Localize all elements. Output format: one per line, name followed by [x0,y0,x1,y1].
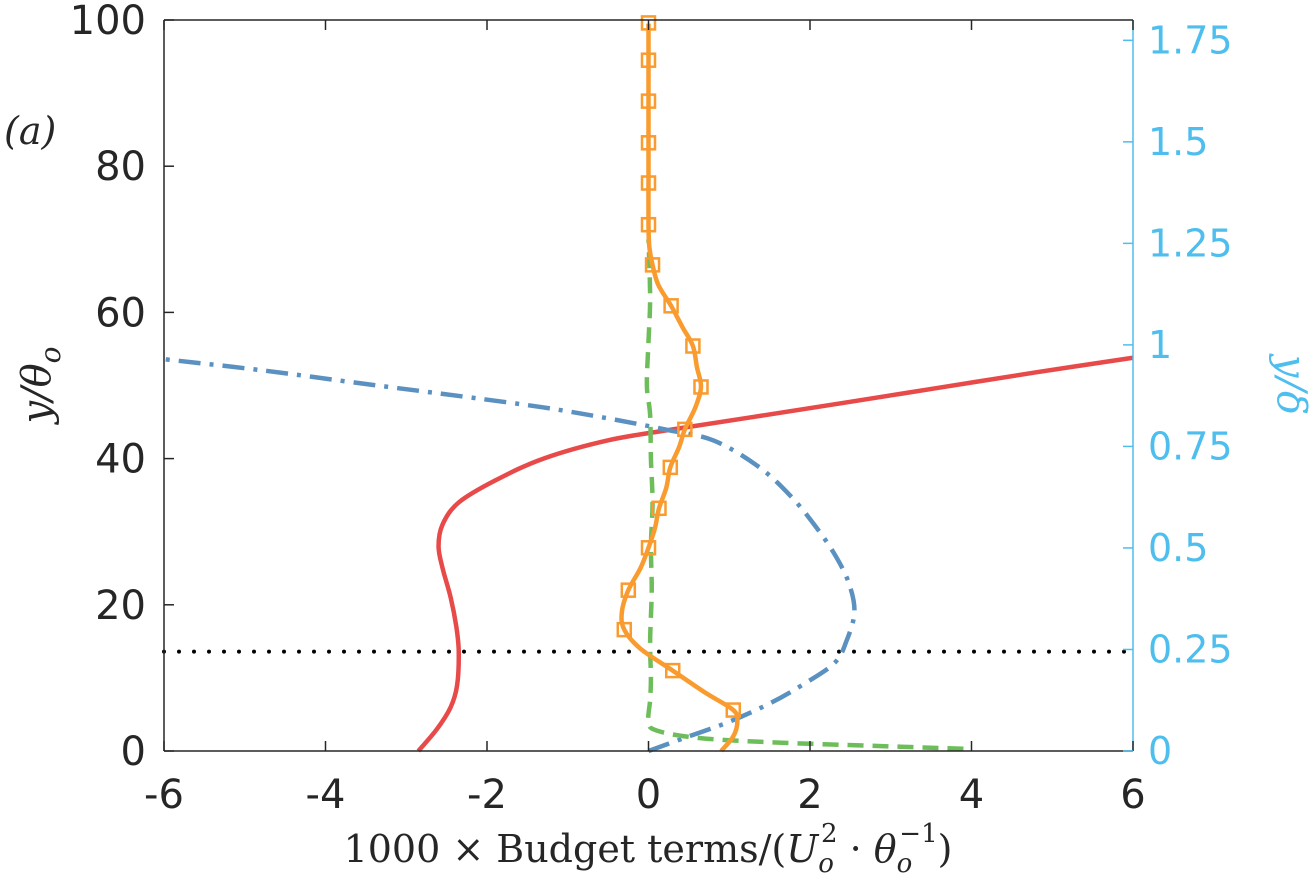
orange-marker [725,702,742,718]
orange-marker [677,421,693,438]
panel-label: (a) [4,109,56,153]
x-axis-label: 1000 × Budget terms/(Uo2 · θo−1) [344,819,953,877]
orange-marker [620,582,637,598]
x-tick-label: 2 [797,772,822,818]
plot-lines [162,15,1135,754]
y-tick-label: 80 [95,144,146,190]
x-tick-label: 4 [959,772,984,818]
y-tick-label: 40 [95,437,146,483]
y-tick-label: 100 [70,0,146,44]
right-y-tick-label: 0.75 [1148,424,1233,468]
x-tick-label: 6 [1120,772,1145,818]
orange-marker [640,540,657,556]
orange-marker [693,379,709,395]
orange-marker [616,621,633,638]
series-line-red [416,355,1134,753]
right-y-tick-label: 0 [1148,729,1172,773]
orange-marker [651,500,667,517]
orange-marker [640,93,657,109]
right-y-tick-label: 1.25 [1148,221,1233,265]
y-axis-label-right: y/δ [1268,353,1311,415]
orange-marker [664,662,681,679]
orange-marker [640,52,657,68]
orange-marker [640,175,657,191]
y-tick-label: 20 [95,583,146,629]
orange-marker [640,216,657,233]
series-line-blue [163,356,857,754]
x-tick-label: 0 [636,772,661,818]
ticks: -6 -4 -2 0 2 4 602040608010000.250.50.7511.251… [70,0,1233,818]
right-y-tick-label: 1.5 [1148,120,1208,164]
right-y-tick-label: 1 [1148,323,1172,367]
series-line-orange [619,23,740,753]
orange-marker [640,135,657,151]
series-line-green [644,239,964,752]
right-y-tick-label: 0.5 [1148,526,1208,570]
y-tick-label: 0 [121,729,146,775]
orange-marker [644,257,661,273]
x-tick-label: -4 [306,772,346,818]
y-tick-label: 60 [95,290,146,336]
x-tick-label: -6 [144,772,184,818]
x-tick-label: -2 [467,772,507,818]
right-y-tick-label: 1.75 [1148,18,1233,62]
orange-marker [685,338,701,354]
y-axis-label-left: y/θo [14,346,67,425]
right-y-tick-label: 0.25 [1148,627,1233,671]
orange-marker [663,298,679,314]
orange-marker [662,459,679,476]
